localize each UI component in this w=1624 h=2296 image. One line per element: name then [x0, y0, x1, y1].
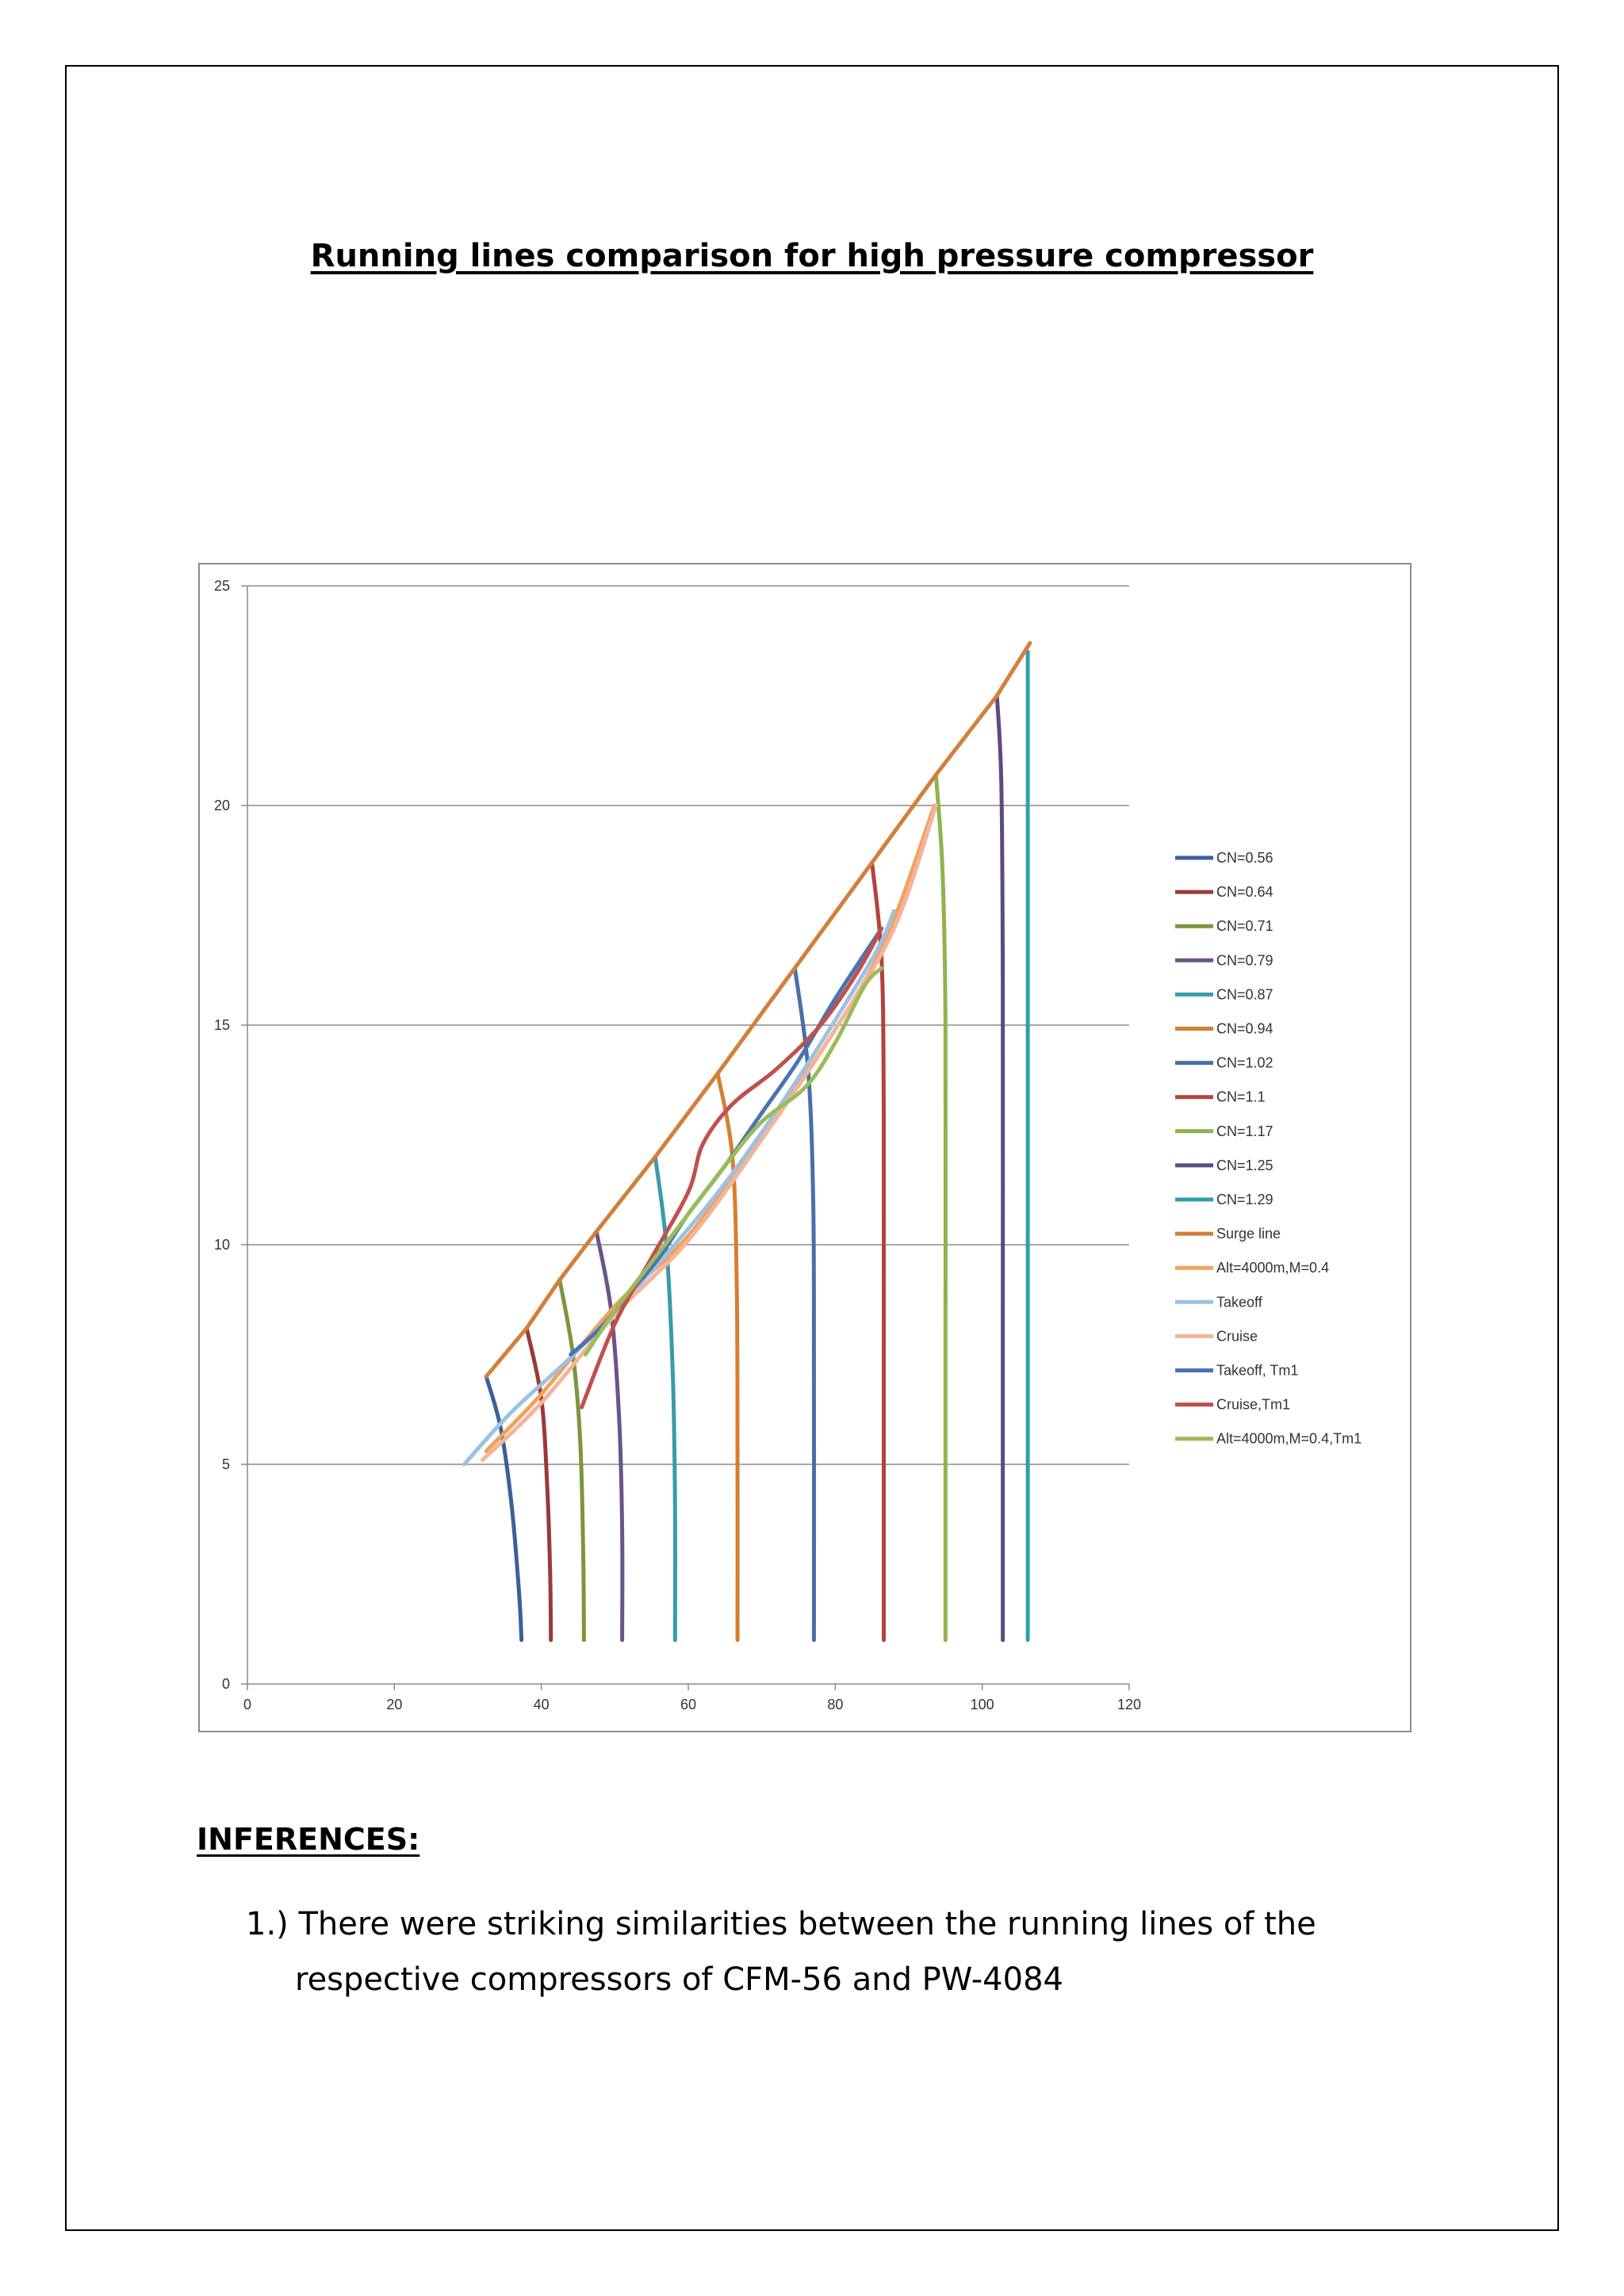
y-tick-label: 15: [214, 1017, 230, 1033]
inference-text: There were striking similarities between…: [295, 1906, 1316, 1998]
x-tick-label: 60: [680, 1697, 696, 1712]
series-line-surge-line: [484, 641, 1032, 1379]
legend-label: CN=0.64: [1216, 884, 1274, 900]
x-tick-label: 40: [534, 1697, 550, 1712]
series-line-cn-0-79: [594, 1229, 625, 1643]
series-line-alt-4000m-m-0-4-tm1: [583, 966, 884, 1357]
series-line-cn-0-56: [484, 1374, 524, 1643]
legend-label: CN=0.94: [1216, 1021, 1274, 1037]
line-chart: 0 5 10 15 20 25 0 20 40 60 80 100 120 CN=0.56 CN=0.64 C…: [214, 578, 1362, 1712]
chart-container: 0 5 10 15 20 25 0 20 40 60 80 100 120 CN=0.56 CN=0.64 C…: [198, 563, 1411, 1732]
series-line-takeoff: [462, 909, 896, 1467]
y-tick-label: 20: [214, 798, 230, 813]
series-line-cn-1-1: [870, 860, 887, 1643]
x-tick-label: 100: [971, 1697, 994, 1712]
series-line-takeoff-tm1: [569, 926, 884, 1357]
series-line-cn-1-25: [994, 694, 1005, 1643]
document-title: Running lines comparison for high pressu…: [0, 238, 1624, 274]
series-line-alt-4000m-m-0-4: [484, 803, 936, 1453]
legend-label: CN=1.29: [1216, 1192, 1274, 1207]
legend-label: Alt=4000m,M=0.4: [1216, 1260, 1329, 1276]
legend-label: CN=1.02: [1216, 1055, 1274, 1071]
legend-label: Cruise: [1216, 1328, 1258, 1344]
series-line-cn-0-94: [715, 1071, 740, 1643]
series-line-cruise: [481, 803, 938, 1462]
y-tick-label: 10: [214, 1237, 230, 1253]
x-tick-label: 20: [386, 1697, 402, 1712]
y-tick-label: 5: [222, 1456, 230, 1472]
legend-label: CN=0.79: [1216, 952, 1274, 968]
series-line-cn-1-17: [933, 772, 948, 1643]
y-tick-label: 0: [222, 1676, 230, 1692]
inferences-heading: INFERENCES:: [197, 1822, 420, 1857]
page-border: [65, 65, 1559, 2231]
x-tick-label: 0: [243, 1697, 251, 1712]
legend-label: Takeoff, Tm1: [1216, 1363, 1298, 1379]
legend-label: CN=0.71: [1216, 918, 1274, 934]
series-line-cn-0-87: [653, 1154, 678, 1643]
x-tick-label: 120: [1117, 1697, 1141, 1712]
series-line-cn-0-71: [557, 1277, 586, 1643]
x-tick-label: 80: [827, 1697, 843, 1712]
legend-label: Alt=4000m,M=0.4,Tm1: [1216, 1431, 1362, 1447]
document-title-text: Running lines comparison for high pressu…: [310, 238, 1314, 274]
series-line-cruise-tm1: [580, 926, 884, 1410]
legend-label: CN=1.1: [1216, 1089, 1266, 1105]
legend-label: Cruise,Tm1: [1216, 1397, 1290, 1413]
y-tick-label: 25: [214, 578, 230, 594]
legend-label: CN=1.17: [1216, 1123, 1274, 1139]
inference-number: 1.): [246, 1906, 289, 1942]
legend-label: Takeoff: [1216, 1294, 1263, 1310]
legend-label: CN=1.25: [1216, 1158, 1274, 1173]
series-line-cn-0-64: [524, 1326, 553, 1643]
legend-label: Surge line: [1216, 1226, 1281, 1242]
legend-label: CN=0.56: [1216, 850, 1274, 866]
inference-item-1: 1.) There were striking similarities bet…: [246, 1896, 1334, 2007]
legend-label: CN=0.87: [1216, 986, 1274, 1002]
